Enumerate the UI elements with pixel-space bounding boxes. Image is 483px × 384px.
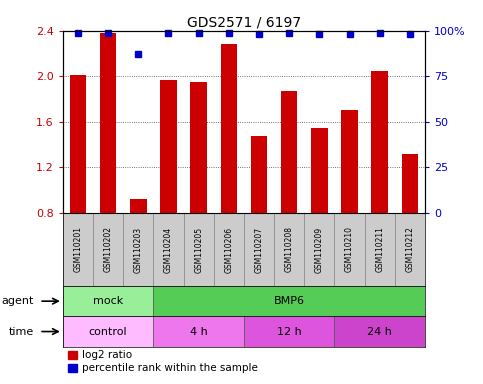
Bar — [160, 80, 177, 213]
Bar — [334, 213, 365, 286]
Bar — [402, 154, 418, 213]
Bar — [244, 213, 274, 286]
Bar — [184, 213, 213, 286]
Bar — [304, 213, 334, 286]
Text: GSM110203: GSM110203 — [134, 227, 143, 273]
Bar — [154, 316, 244, 347]
Text: control: control — [89, 326, 128, 336]
Title: GDS2571 / 6197: GDS2571 / 6197 — [187, 16, 301, 30]
Bar — [365, 213, 395, 286]
Text: GSM110210: GSM110210 — [345, 227, 354, 273]
Bar — [371, 71, 388, 213]
Text: GSM110205: GSM110205 — [194, 227, 203, 273]
Bar — [123, 213, 154, 286]
Text: GSM110204: GSM110204 — [164, 227, 173, 273]
Text: GSM110201: GSM110201 — [73, 227, 83, 273]
Text: BMP6: BMP6 — [274, 296, 305, 306]
Text: time: time — [9, 326, 34, 336]
Text: 12 h: 12 h — [277, 326, 301, 336]
Text: GSM110202: GSM110202 — [103, 227, 113, 273]
Bar — [251, 136, 267, 213]
Text: GSM110208: GSM110208 — [284, 227, 294, 273]
Legend: log2 ratio, percentile rank within the sample: log2 ratio, percentile rank within the s… — [68, 350, 257, 373]
Text: GSM110211: GSM110211 — [375, 227, 384, 272]
Bar — [70, 75, 86, 213]
Bar — [221, 45, 237, 213]
Bar — [154, 213, 184, 286]
Bar — [244, 316, 334, 347]
Text: GSM110206: GSM110206 — [224, 227, 233, 273]
Bar — [100, 33, 116, 213]
Bar — [93, 213, 123, 286]
Bar — [395, 213, 425, 286]
Bar — [63, 213, 93, 286]
Text: 4 h: 4 h — [190, 326, 208, 336]
Bar — [154, 286, 425, 316]
Text: GSM110209: GSM110209 — [315, 227, 324, 273]
Text: agent: agent — [1, 296, 34, 306]
Bar — [281, 91, 298, 213]
Bar — [130, 199, 146, 213]
Bar — [190, 82, 207, 213]
Bar — [334, 316, 425, 347]
Bar — [311, 127, 327, 213]
Text: GSM110212: GSM110212 — [405, 227, 414, 272]
Text: 24 h: 24 h — [367, 326, 392, 336]
Text: GSM110207: GSM110207 — [255, 227, 264, 273]
Bar — [341, 111, 358, 213]
Bar — [63, 286, 154, 316]
Text: mock: mock — [93, 296, 123, 306]
Bar — [63, 316, 154, 347]
Bar — [213, 213, 244, 286]
Bar — [274, 213, 304, 286]
